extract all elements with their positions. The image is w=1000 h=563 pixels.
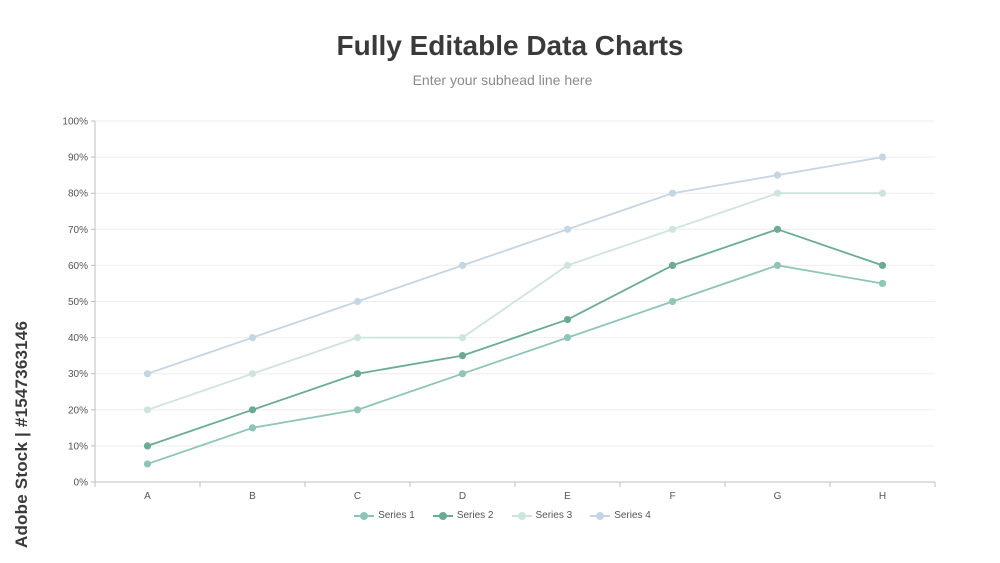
data-point <box>773 225 782 233</box>
data-point <box>878 261 887 269</box>
data-point <box>878 279 887 288</box>
series-4 <box>143 153 887 378</box>
data-point <box>668 189 677 197</box>
x-tick-label: F <box>669 491 675 502</box>
data-point <box>143 460 152 468</box>
chart-subtitle: Enter your subhead line here <box>412 72 593 88</box>
data-point <box>143 442 152 450</box>
data-point <box>353 334 362 342</box>
data-point <box>248 424 257 432</box>
y-tick-label: 90% <box>68 153 88 164</box>
legend-item: Series 4 <box>590 510 651 521</box>
y-tick-label: 80% <box>68 189 88 200</box>
series-line <box>147 264 883 465</box>
legend-swatch <box>354 511 375 521</box>
data-point <box>563 225 572 233</box>
chart-title: Fully Editable Data Charts <box>336 30 684 61</box>
x-tick-label: A <box>144 491 151 502</box>
y-tick-label: 60% <box>68 261 88 272</box>
y-tick-label: 0% <box>74 478 89 489</box>
data-point <box>248 406 257 414</box>
axes <box>91 120 936 487</box>
series-line <box>147 192 883 411</box>
data-point <box>668 297 677 306</box>
legend-label: Series 1 <box>378 510 415 521</box>
data-point <box>143 406 152 414</box>
legend-swatch <box>432 511 453 521</box>
data-point <box>353 406 362 414</box>
x-tick-label: G <box>774 491 782 502</box>
y-tick-label: 100% <box>62 117 88 128</box>
data-point <box>353 370 362 378</box>
y-tick-label: 50% <box>68 297 88 308</box>
x-tick-label: E <box>564 491 571 502</box>
legend: Series 1 Series 2 Series 3 Series 4 <box>0 510 1000 521</box>
x-tick-label: D <box>459 491 466 502</box>
y-tick-labels: 0% 10% 20% 30% 40% 50% 60% 70% 80% 90% 100% <box>62 117 88 489</box>
data-point <box>563 315 572 324</box>
stock-watermark-text: Adobe Stock | #1547363146 <box>12 320 31 548</box>
data-point <box>773 171 782 179</box>
data-point <box>248 370 257 378</box>
data-point <box>563 261 572 269</box>
series-1 <box>143 261 887 468</box>
x-tick-label: B <box>249 491 256 502</box>
series-2 <box>143 225 887 450</box>
data-point <box>878 189 887 197</box>
legend-swatch <box>590 511 611 521</box>
x-tick-label: H <box>879 491 886 502</box>
data-point <box>143 370 152 378</box>
data-point <box>773 189 782 197</box>
legend-item: Series 2 <box>432 510 494 521</box>
data-point <box>458 352 467 360</box>
data-point <box>458 370 467 378</box>
data-point <box>458 261 467 269</box>
y-tick-label: 70% <box>68 225 88 236</box>
series-line <box>147 156 883 375</box>
data-point <box>668 261 677 269</box>
y-tick-label: 10% <box>68 441 88 452</box>
series-lines <box>143 153 887 468</box>
legend-item: Series 1 <box>354 510 415 521</box>
legend-label: Series 4 <box>614 510 651 521</box>
legend-swatch <box>511 511 532 521</box>
data-point <box>878 153 887 161</box>
series-line <box>147 228 883 447</box>
data-point <box>353 297 362 306</box>
legend-label: Series 2 <box>456 510 494 521</box>
x-tick-labels: A B C D E F G H <box>144 491 886 502</box>
data-point <box>668 225 677 233</box>
y-tick-label: 30% <box>68 369 88 380</box>
data-point <box>773 261 782 269</box>
legend-item: Series 3 <box>511 510 573 521</box>
y-tick-label: 40% <box>68 333 88 344</box>
data-point <box>248 334 257 342</box>
data-point <box>563 334 572 342</box>
series-3 <box>143 189 887 414</box>
legend-label: Series 3 <box>535 510 573 521</box>
y-tick-label: 20% <box>68 405 88 416</box>
x-tick-label: C <box>354 491 361 502</box>
data-point <box>458 334 467 342</box>
